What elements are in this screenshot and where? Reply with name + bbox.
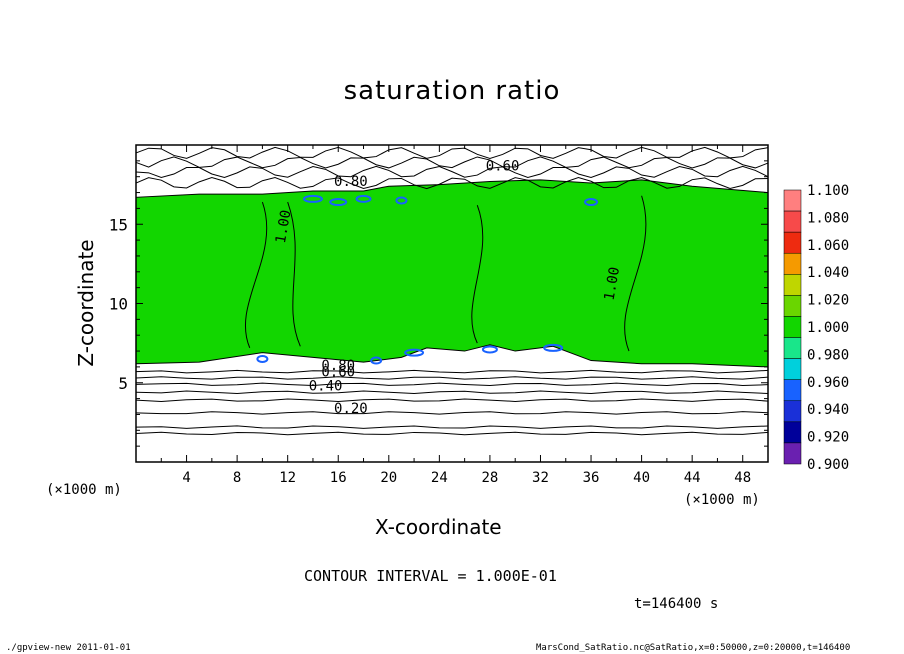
x-tick-label: 48 [734,470,751,486]
x-unit-label-right: (×1000 m) [684,492,760,508]
contour-line-inner [624,195,647,352]
y-axis-ticks: 5 10 15 [109,160,768,447]
contour-line-inner [244,201,268,349]
contour-line-lower [135,390,769,395]
edge-speckle [395,196,408,205]
colorbar-label: 1.000 [807,320,849,336]
colorbar-swatch [783,231,802,254]
colorbar-swatch [783,400,802,423]
footer-right: MarsCond_SatRatio.nc@SatRatio,x=0:50000,… [536,643,851,653]
contour-label: 0.80 [334,174,368,190]
colorbar-swatch [783,442,802,465]
edge-speckle [404,348,425,357]
contour-line-lower [135,398,769,402]
x-unit-label-left: (×1000 m) [46,482,122,498]
contour-line-upper [135,176,769,190]
x-tick-label: 44 [684,470,701,486]
x-tick-label: 32 [532,470,549,486]
x-axis-label: X-coordinate [375,515,502,539]
x-tick-label: 24 [431,470,448,486]
colorbar-label: 1.100 [807,183,849,199]
contour-line-lower [135,411,769,415]
contour-label: 0.20 [334,401,368,417]
colorbar-label: 1.040 [807,265,849,281]
colorbar-swatch [783,210,802,233]
colorbar-label: 0.940 [807,402,849,418]
contour-line-lower [135,376,769,380]
colorbar-swatch [783,421,802,444]
contour-interval: CONTOUR INTERVAL = 1.000E-01 [304,567,557,585]
contour-line-lower [135,431,769,436]
contour-line-lower [135,425,769,429]
footer-left: ./gpview-new 2011-01-01 [6,643,131,653]
colorbar-label: 1.060 [807,238,849,254]
edge-speckle [329,198,348,207]
contour-label: 0.40 [309,379,343,395]
x-tick-label: 12 [279,470,296,486]
colorbar-swatch [783,274,802,296]
contour-line-inner [287,201,301,347]
edge-speckle [543,343,564,352]
y-axis-label: Z-coordinate [74,239,98,367]
x-tick-label: 16 [330,470,347,486]
x-axis-ticks: 4 8 12 16 20 24 28 32 36 40 44 48 [160,145,769,486]
edge-speckle [370,356,383,365]
saturation-field [135,179,769,368]
saturated-layer [135,179,769,368]
colorbar-swatch [783,189,802,212]
x-tick-label: 8 [233,470,241,486]
colorbar-swatch [783,316,802,338]
colorbar-label: 1.080 [807,210,849,226]
contour-label: 0.60 [321,364,355,380]
contour-lines [135,146,769,436]
edge-speckle [355,194,372,203]
edge-speckle [481,345,498,354]
contour-label: 1.00 [273,209,295,245]
colorbar-label: 0.920 [807,430,849,446]
x-tick-label: 40 [633,470,650,486]
colorbar-swatch [783,295,802,317]
contour-line-upper [135,156,769,169]
contour-line-inner [471,205,484,344]
colorbar-swatch [783,337,802,359]
x-tick-label: 36 [583,470,600,486]
edge-speckle [256,354,269,363]
contour-label: 0.80 [321,358,355,374]
y-tick-label: 15 [109,215,128,234]
y-tick-label: 10 [109,295,128,314]
contour-line-lower [135,382,769,387]
chart-title: saturation ratio [343,76,561,106]
edge-speckle [302,194,323,203]
x-tick-label: 28 [481,470,498,486]
y-tick-label: 5 [118,374,128,393]
colorbar-swatch [783,252,802,275]
contour-label: 0.60 [486,158,520,174]
colorbar-label: 0.960 [807,375,849,391]
colorbar-label: 1.020 [807,293,849,309]
time-stamp: t=146400 s [634,596,719,612]
colorbar-label: 0.980 [807,347,849,363]
contour-line-upper [135,165,769,178]
colorbar-swatch [783,358,802,380]
contour-line-lower [135,369,769,374]
colorbar: 1.100 1.080 1.060 1.040 1.020 1.000 0.980 0.960… [783,183,849,473]
colorbar-label: 0.900 [807,457,849,473]
contour-line-upper [135,146,769,159]
contour-labels: 0.600.801.001.000.600.800.400.20 [273,158,623,417]
x-tick-label: 20 [380,470,397,486]
contour-label: 1.00 [602,266,624,302]
edge-speckle [584,198,599,207]
x-tick-label: 4 [182,470,190,486]
colorbar-swatch [783,379,802,402]
